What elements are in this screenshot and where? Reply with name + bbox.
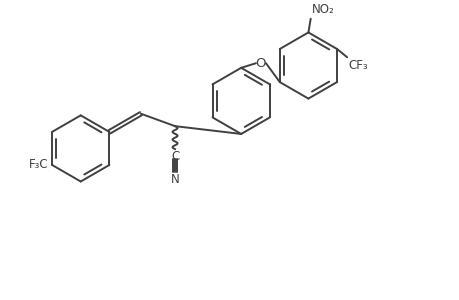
Text: O: O: [255, 57, 265, 70]
Text: N: N: [170, 173, 179, 186]
Text: C: C: [171, 150, 179, 163]
Text: F₃C: F₃C: [29, 158, 48, 172]
Text: NO₂: NO₂: [311, 3, 334, 16]
Text: CF₃: CF₃: [348, 59, 367, 72]
